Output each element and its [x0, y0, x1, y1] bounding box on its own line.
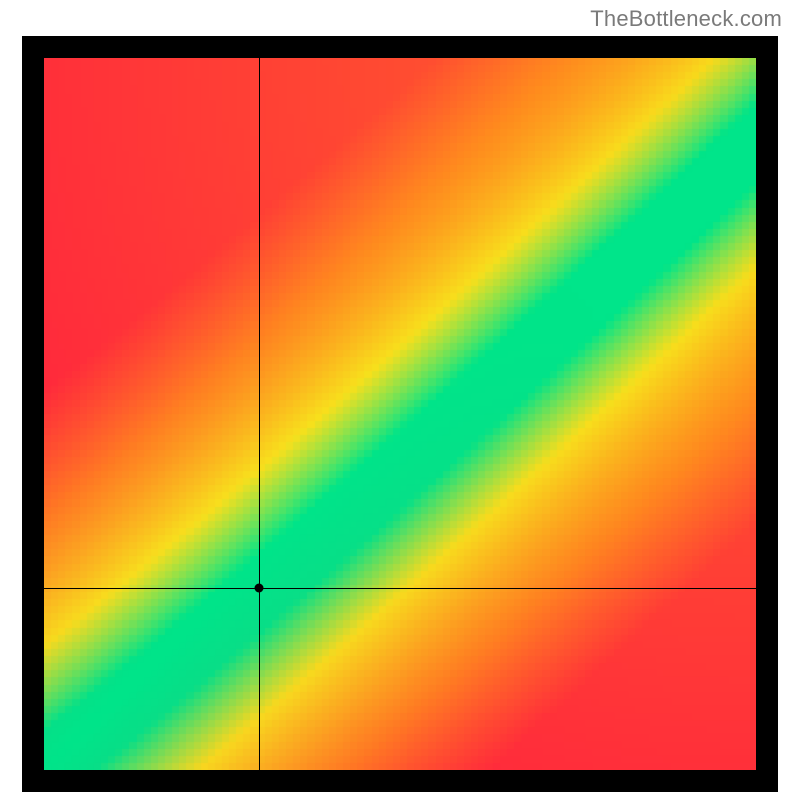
chart-frame	[22, 36, 778, 792]
watermark-text: TheBottleneck.com	[590, 6, 782, 32]
crosshair-marker	[255, 584, 264, 593]
page-container: TheBottleneck.com	[0, 0, 800, 800]
crosshair-horizontal	[44, 588, 756, 589]
crosshair-vertical	[259, 58, 260, 770]
plot-overlay	[44, 58, 756, 770]
